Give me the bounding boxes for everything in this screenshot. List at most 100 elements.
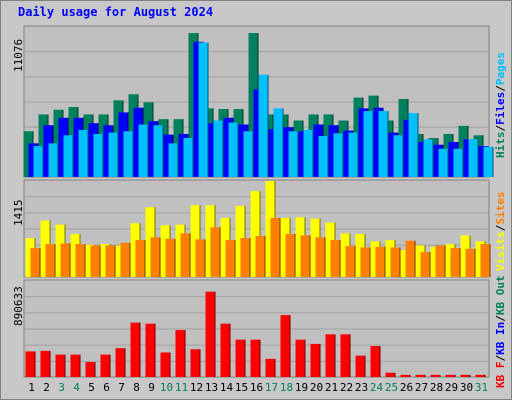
legend-separator: / [494, 224, 507, 231]
legend-kb-f: KB F [494, 361, 507, 389]
bar-files-day-12 [193, 41, 203, 177]
legend-visits: Visits [494, 230, 507, 271]
bar-files-day-22 [343, 130, 353, 177]
bar-pages-day-20 [318, 135, 328, 177]
bar-pages-day-5 [93, 133, 103, 177]
x-tick-day-9: 9 [148, 381, 155, 394]
bar-files-day-9 [148, 121, 158, 177]
bar-sites-day-6 [105, 245, 115, 277]
bar-sites-day-7 [120, 242, 130, 277]
bar-files-day-14 [223, 117, 233, 177]
bar-sites-day-25 [390, 247, 400, 277]
bar-sites-day-14 [225, 240, 235, 277]
bar-pages-day-25 [393, 135, 403, 177]
bar-visits-day-13 [205, 205, 215, 277]
legend-pages: Pages [494, 51, 507, 85]
bar-sites-day-24 [375, 246, 385, 277]
bar-files-day-10 [163, 134, 173, 177]
legend-separator: / [494, 84, 507, 92]
bar-pages-day-12 [198, 42, 208, 177]
bar-visits-day-16 [250, 191, 260, 277]
bar-pages-day-14 [228, 122, 238, 177]
bar-pages-day-9 [153, 125, 163, 177]
bar-sites-day-27 [420, 252, 430, 277]
bar-visits-day-19 [295, 217, 305, 277]
bar-visits-day-26 [400, 250, 410, 277]
bar-hits-day-1 [23, 131, 33, 177]
x-tick-day-27: 27 [414, 381, 429, 394]
bar-files-day-15 [238, 124, 248, 177]
bar-files-day-19 [298, 131, 308, 177]
x-tick-day-18: 18 [279, 381, 294, 394]
bar-pages-day-1 [33, 146, 43, 177]
bar-sites-day-13 [210, 227, 220, 277]
bar-files-day-25 [388, 132, 398, 177]
bar-files-day-4 [73, 117, 83, 177]
x-tick-day-23: 23 [354, 381, 369, 394]
bar-visits-day-31 [475, 241, 485, 277]
x-tick-day-13: 13 [204, 381, 219, 394]
x-tick-day-17: 17 [264, 381, 279, 394]
bar-sites-day-23 [360, 247, 370, 277]
legend-separator: / [494, 354, 507, 362]
bar-files-day-21 [328, 125, 338, 177]
bar-files-day-29 [448, 142, 458, 177]
x-tick-day-19: 19 [294, 381, 309, 394]
bar-pages-day-10 [168, 143, 178, 177]
bar-kb-f-day-28 [430, 374, 440, 377]
bar-sites-day-29 [450, 248, 460, 277]
bar-files-day-17 [268, 129, 278, 177]
x-tick-day-25: 25 [384, 381, 399, 394]
bar-sites-day-18 [285, 234, 295, 277]
bar-kb-f-day-18 [280, 315, 290, 377]
bar-kb-f-day-9 [145, 323, 155, 377]
x-tick-day-10: 10 [159, 381, 174, 394]
bar-pages-day-17 [273, 108, 283, 177]
bar-visits-day-17 [265, 180, 275, 277]
legend-top-series-legend: Hits/Files/Pages [494, 52, 507, 158]
bar-visits-day-27 [415, 245, 425, 277]
bar-kb-f-day-15 [235, 339, 245, 377]
bar-visits-day-2 [40, 220, 50, 277]
x-tick-day-31: 31 [474, 381, 489, 394]
bar-kb-f-day-20 [310, 343, 320, 377]
x-tick-day-20: 20 [309, 381, 324, 394]
bar-visits-day-11 [175, 224, 185, 277]
x-tick-day-6: 6 [103, 381, 110, 394]
bar-hits-day-16 [248, 33, 258, 178]
bar-files-day-7 [118, 112, 128, 177]
bar-pages-day-2 [48, 143, 58, 177]
bar-kb-f-day-14 [220, 323, 230, 377]
legend-bot-series-legend: KB F/KB In/KB Out [494, 275, 507, 388]
bar-files-day-26 [403, 119, 413, 177]
bar-visits-day-22 [340, 233, 350, 277]
bar-pages-day-19 [303, 129, 313, 177]
bar-pages-day-23 [363, 111, 373, 177]
x-tick-day-5: 5 [88, 381, 95, 394]
bar-pages-day-15 [243, 131, 253, 177]
legend-hits: Hits [494, 131, 507, 158]
x-tick-day-11: 11 [174, 381, 189, 394]
bar-kb-f-day-8 [130, 322, 140, 377]
x-tick-day-14: 14 [219, 381, 234, 394]
legend-files: Files [494, 91, 507, 125]
bar-pages-day-16 [258, 74, 268, 177]
x-tick-day-26: 26 [399, 381, 414, 394]
bar-pages-day-11 [183, 137, 193, 177]
bar-files-day-23 [358, 108, 368, 177]
bar-visits-day-14 [220, 217, 230, 277]
bar-pages-day-26 [408, 113, 418, 177]
legend-separator: / [494, 315, 507, 322]
bar-sites-day-19 [300, 235, 310, 277]
bar-visits-day-20 [310, 218, 320, 277]
bar-files-day-13 [208, 123, 218, 177]
bar-sites-day-5 [90, 245, 100, 277]
bar-sites-day-17 [270, 217, 280, 277]
bar-visits-day-18 [280, 217, 290, 277]
bar-pages-day-13 [213, 120, 223, 177]
bar-pages-day-4 [78, 129, 88, 177]
bar-sites-day-2 [45, 244, 55, 277]
bar-files-day-28 [433, 144, 443, 177]
chart-title: Daily usage for August 2024 [18, 5, 214, 19]
bar-files-day-18 [283, 127, 293, 177]
